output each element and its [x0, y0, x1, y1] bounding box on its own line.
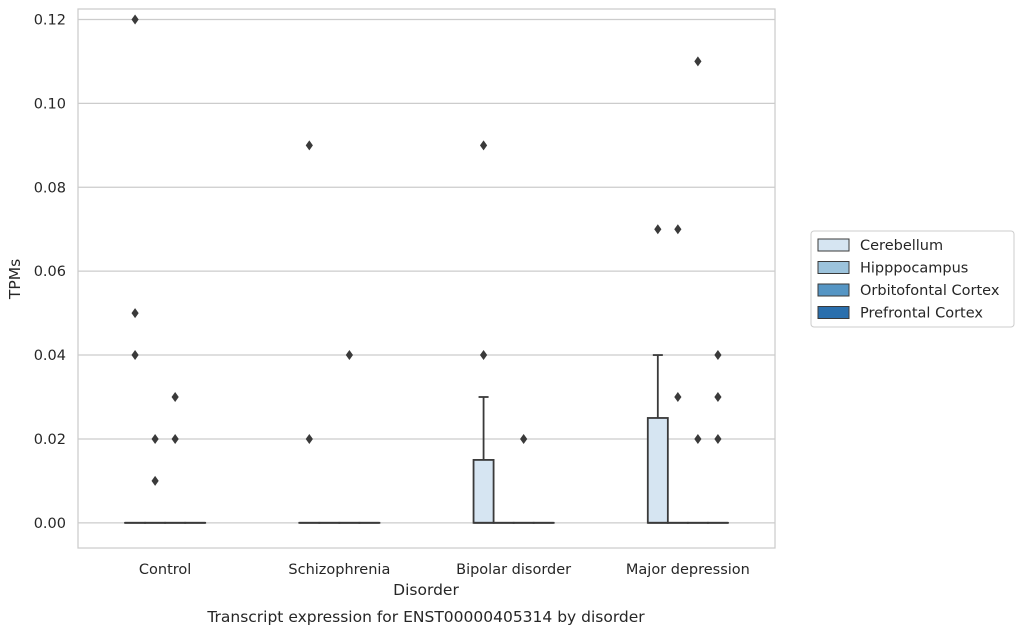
outlier-point: [694, 56, 702, 67]
outlier-point: [479, 140, 488, 151]
legend-swatch: [817, 261, 850, 274]
outlier-point: [151, 475, 159, 486]
box-plot-area: [124, 14, 729, 524]
x-axis-ticks: Control Schizophrenia Bipolar disorder Majo…: [139, 562, 750, 578]
outlier-point: [131, 308, 139, 319]
outlier-point: [520, 433, 528, 444]
y-tick-label: 0.08: [34, 180, 66, 196]
legend-swatch: [817, 238, 850, 252]
outlier-point: [171, 433, 179, 444]
y-tick-label: 0.10: [34, 96, 66, 112]
outlier-point: [479, 350, 488, 361]
outlier-point: [151, 433, 159, 444]
outlier-point: [131, 14, 139, 25]
box-rect: [646, 417, 669, 524]
box-3-3: [707, 350, 729, 524]
x-tick-label: Major depression: [626, 562, 750, 578]
box-3-1: [666, 224, 689, 524]
outlier-point: [171, 391, 179, 402]
outlier-point: [694, 433, 702, 444]
x-axis-label: Disorder: [393, 581, 459, 599]
legend-frame: [810, 230, 1015, 328]
y-tick-label: 0.06: [34, 264, 66, 280]
box-rect: [472, 459, 495, 524]
box-0-2: [164, 391, 187, 524]
box-0-1: [144, 433, 167, 524]
x-tick-label: Bipolar disorder: [456, 562, 571, 578]
box-2-2: [512, 433, 535, 524]
outlier-point: [674, 391, 682, 402]
legend-swatch: [817, 306, 850, 319]
legend: Cerebellum Hipppocampus Orbitofontal Corte…: [810, 230, 1015, 328]
box-0-0: [124, 14, 146, 524]
outlier-point: [345, 350, 353, 361]
outlier-point: [305, 433, 313, 444]
y-tick-label: 0.02: [34, 432, 66, 448]
outlier-point: [674, 224, 682, 235]
outlier-point: [654, 224, 662, 235]
outlier-point: [714, 391, 722, 402]
box-3-2: [686, 56, 709, 524]
y-tick-label: 0.12: [34, 12, 66, 28]
y-tick-label: 0.00: [34, 516, 66, 532]
box-2-0: [472, 140, 495, 524]
grid-lines: [78, 18, 775, 524]
chart-caption: Transcript expression for ENST0000040531…: [206, 608, 645, 626]
plot-frame: [77, 8, 776, 549]
y-axis-label: TPMs: [6, 259, 24, 300]
box-1-2: [338, 350, 361, 524]
outlier-point: [305, 140, 313, 151]
x-tick-label: Schizophrenia: [288, 562, 390, 578]
legend-label: Orbitofontal Cortex: [860, 283, 1000, 299]
y-tick-label: 0.04: [34, 348, 66, 364]
box-3-0: [646, 224, 669, 524]
y-axis-ticks: 0.00 0.02 0.04 0.06 0.08 0.10 0.12: [34, 12, 66, 531]
outlier-point: [714, 433, 722, 444]
box-1-0: [298, 140, 321, 524]
x-tick-label: Control: [139, 562, 191, 578]
outlier-point: [714, 350, 722, 361]
outlier-point: [131, 350, 139, 361]
legend-label: Cerebellum: [860, 238, 943, 254]
legend-label: Prefrontal Cortex: [860, 306, 983, 322]
legend-label: Hipppocampus: [860, 261, 968, 277]
legend-swatch: [817, 283, 850, 297]
